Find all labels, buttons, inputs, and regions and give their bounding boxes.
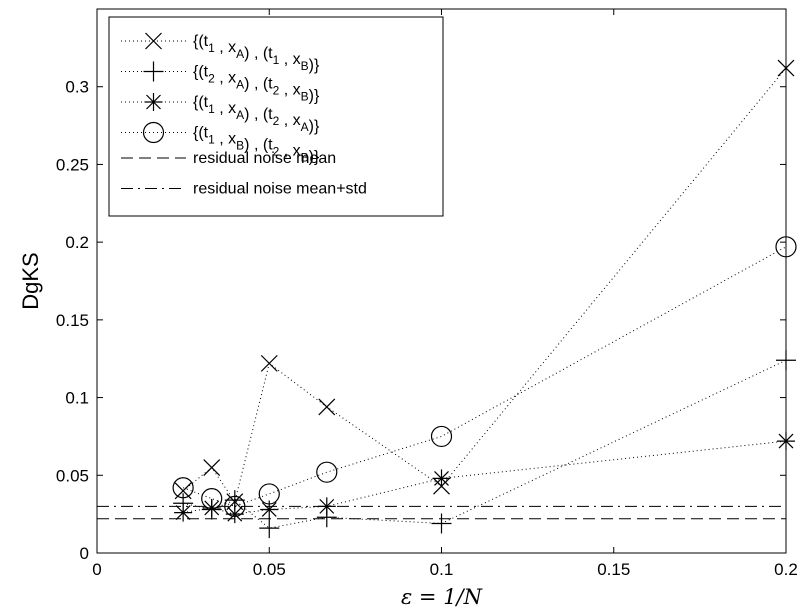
- legend-box: [108, 16, 444, 217]
- y-tick-label: 0.15: [56, 311, 89, 330]
- x-tick-label: 0.1: [430, 560, 454, 579]
- x-tick-label: 0.05: [253, 560, 286, 579]
- y-tick-label: 0.3: [65, 78, 89, 97]
- x-tick-label: 0: [92, 560, 101, 579]
- series-4-point: [316, 461, 338, 483]
- x-tick-label: 0.15: [597, 560, 630, 579]
- series-2-point: [259, 518, 280, 539]
- series-2-point: [431, 513, 452, 534]
- series-3-point: [260, 500, 279, 519]
- ticks-layer: 0 0.05 0.1 0.15 0.2 0 0.05 0.1 0.15 0.2 0.25 0.3: [56, 9, 798, 579]
- x-axis-title: ε = 1/N: [401, 585, 483, 609]
- legend-label-ref-1: residual noise mean: [193, 150, 336, 167]
- legend-label-4: {(t1 , xB) , (t2 , xB)}: [193, 125, 320, 166]
- series-4-point: [172, 477, 194, 499]
- legend-marker-1: [145, 32, 162, 50]
- legend-marker-3: [144, 93, 163, 111]
- series-4-line: [182, 246, 787, 507]
- series-1-point: [318, 398, 336, 416]
- series-3-point: [317, 497, 336, 516]
- y-axis-title: DgKS: [18, 252, 43, 309]
- legend-marker-4: [142, 121, 165, 144]
- y-tick-label: 0.2: [65, 233, 89, 252]
- x-tick-label: 0.2: [774, 560, 798, 579]
- legend-marker-2: [143, 61, 164, 82]
- series-1-point: [203, 459, 221, 476]
- legend-label-1: {(t1 , xA) , (t1 , xB)}: [193, 33, 320, 74]
- y-tick-label: 0.25: [56, 155, 89, 174]
- series-3-point: [174, 503, 193, 522]
- data-layer: [97, 59, 797, 539]
- y-tick-label: 0.05: [56, 466, 89, 485]
- series-4-point: [430, 425, 453, 448]
- legend-label-3: {(t1 , xA) , (t2 , xA)}: [193, 94, 320, 135]
- series-3-point: [432, 469, 451, 488]
- legend-label-ref-2: residual noise mean+std: [193, 181, 367, 198]
- legend-label-2: {(t2 , xA) , (t2 , xB)}: [193, 64, 320, 105]
- series-4-point: [258, 483, 280, 505]
- y-tick-label: 0.1: [65, 389, 89, 408]
- y-tick-label: 0: [80, 544, 89, 563]
- legend: {(t1 , xA) , (t1 , xB)}{(t2 , xA) , (t2 …: [108, 16, 444, 217]
- series-3-point: [202, 498, 221, 517]
- series-1-point: [260, 354, 278, 372]
- series-4-point: [224, 495, 246, 517]
- series-4-point: [201, 488, 223, 510]
